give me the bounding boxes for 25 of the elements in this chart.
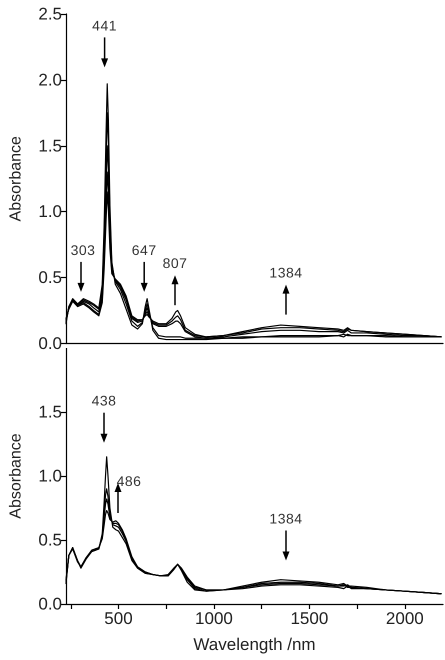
x-tick-label: 1500 [290, 609, 328, 628]
annotation: 647 [132, 242, 157, 258]
annotation: 1384 [269, 264, 303, 281]
y-tick-label: 1.5 [38, 136, 62, 156]
y-tick-label: 1.0 [38, 202, 62, 222]
annotation: 441 [92, 17, 118, 34]
y-tick-label: 0.5 [38, 268, 62, 288]
y-tick-label: 2.0 [38, 70, 62, 90]
y-tick-label: 0.5 [38, 530, 62, 550]
x-axis-title: Wavelength /nm [193, 635, 316, 654]
annotation: 438 [92, 392, 116, 409]
annotation: 303 [70, 242, 96, 258]
y-tick-label: 0.0 [38, 334, 62, 353]
annotation: 486 [116, 473, 142, 489]
x-tick-label: 500 [104, 609, 133, 628]
annotation: 807 [162, 255, 188, 272]
annotation: 1384 [269, 510, 303, 526]
y-tick-label: 0.0 [38, 594, 62, 614]
y-axis-title: Absorbance [8, 433, 24, 519]
x-tick-label: 2000 [386, 609, 424, 628]
y-axis-title: Absorbance [8, 136, 24, 222]
y-tick-label: 1.5 [38, 402, 62, 422]
y-tick-label: 2.5 [38, 4, 62, 24]
x-tick-label: 1000 [195, 609, 233, 628]
y-tick-label: 1.0 [38, 466, 62, 486]
